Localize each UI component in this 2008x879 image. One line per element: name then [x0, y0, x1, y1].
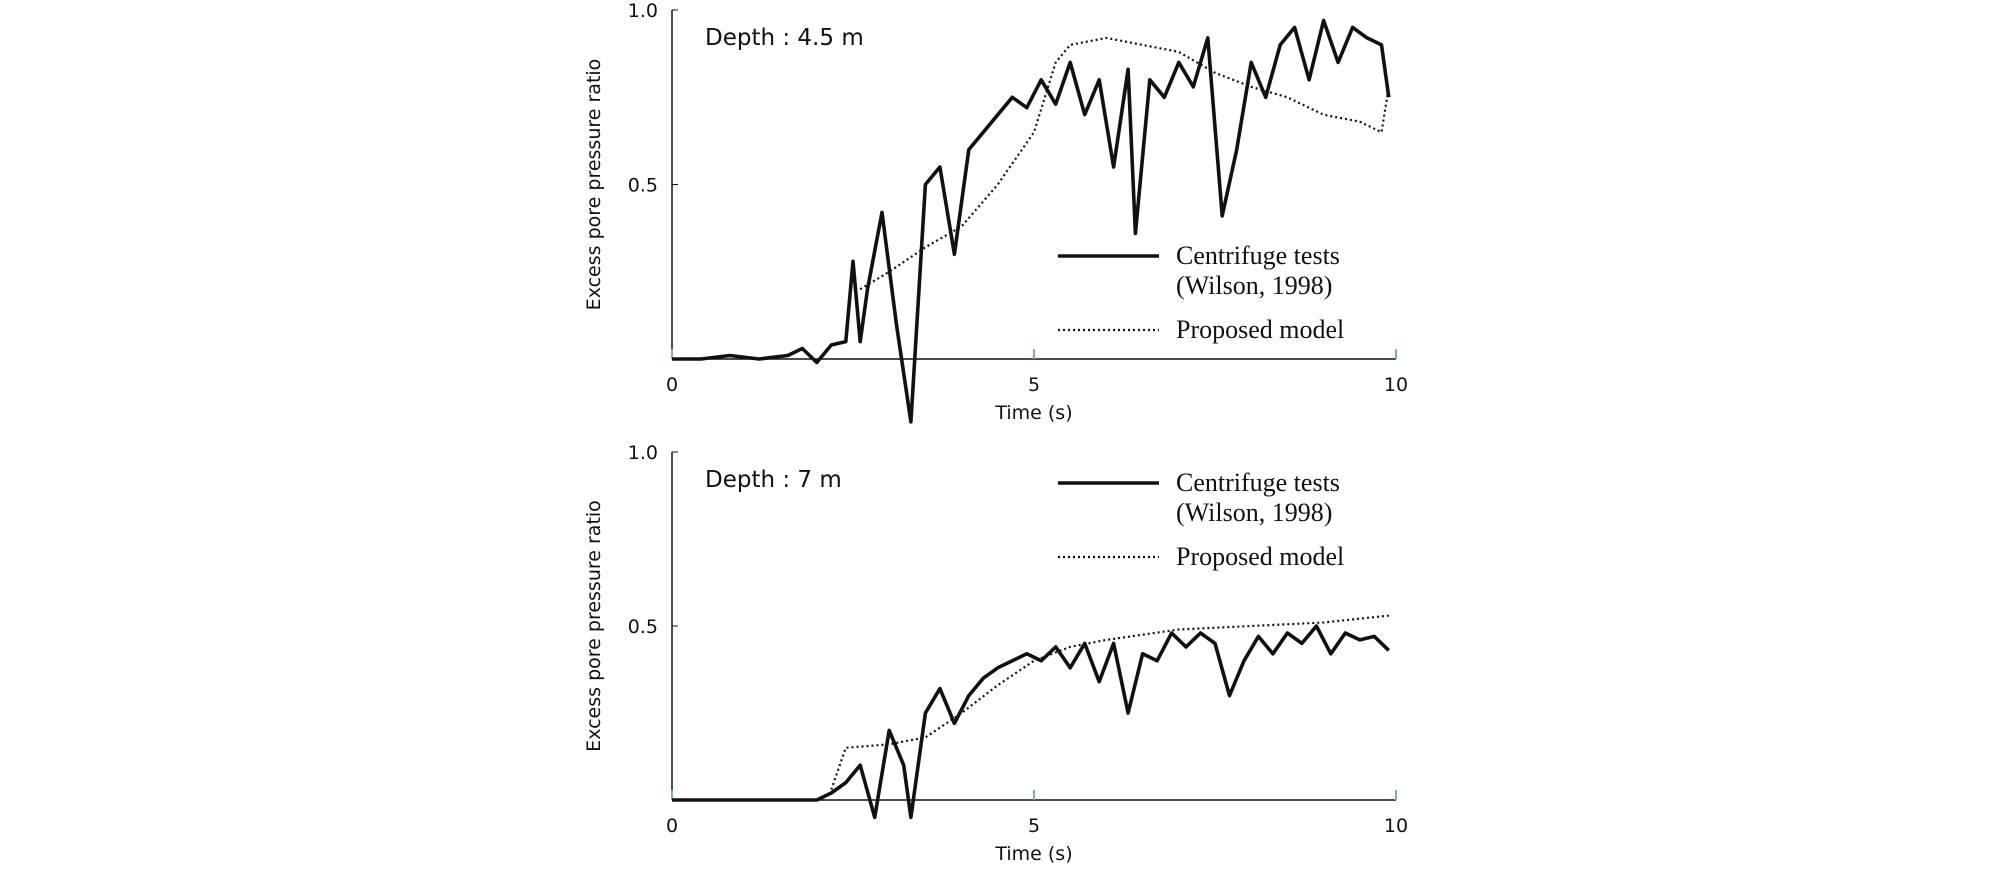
y-tick-label: 0.5	[628, 175, 658, 197]
series-line	[672, 18, 1391, 424]
y-axis-label: Excess pore pressure ratio	[583, 59, 605, 311]
legend-label: Centrifuge tests (Wilson, 1998)	[1176, 468, 1340, 527]
x-tick-label: 10	[1384, 374, 1408, 396]
x-axis-label: Time (s)	[994, 843, 1072, 865]
x-axis-label: Time (s)	[994, 402, 1072, 424]
series-line	[672, 624, 1391, 820]
annotation: Depth : 4.5 m	[705, 25, 864, 51]
y-tick-label: 1.0	[628, 0, 658, 22]
x-tick-label: 0	[666, 374, 678, 396]
annotation: Depth : 7 m	[705, 467, 842, 493]
legend-label: Proposed model	[1176, 315, 1344, 344]
legend-label: Centrifuge tests (Wilson, 1998)	[1176, 241, 1340, 300]
x-tick-label: 5	[1028, 374, 1040, 396]
y-tick-label: 1.0	[628, 442, 658, 464]
x-tick-label: 10	[1384, 815, 1408, 837]
y-axis-label: Excess pore pressure ratio	[583, 500, 605, 752]
legend-label: Proposed model	[1176, 542, 1344, 571]
x-tick-label: 0	[666, 815, 678, 837]
y-tick-label: 0.5	[628, 616, 658, 638]
x-tick-label: 5	[1028, 815, 1040, 837]
